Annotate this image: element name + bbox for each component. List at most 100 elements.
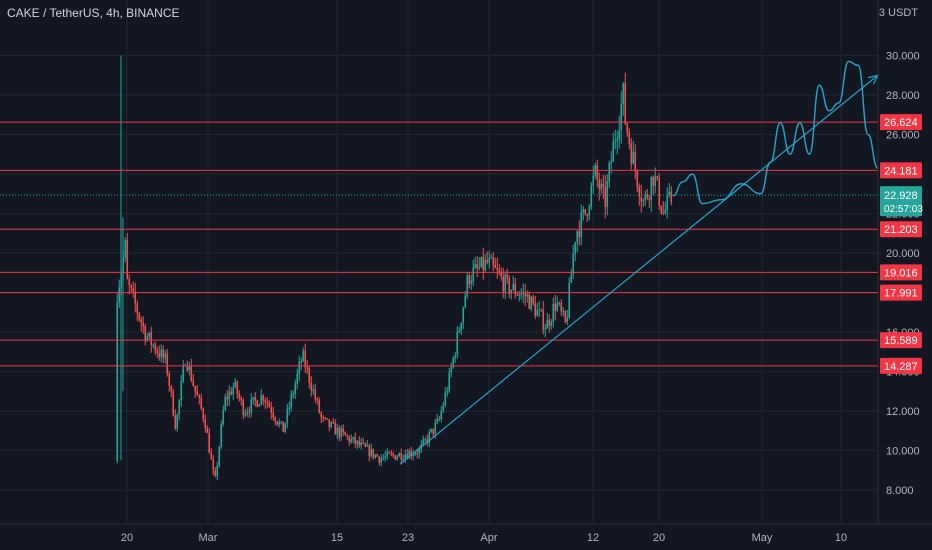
candle-body (178, 399, 181, 415)
candle-body (380, 458, 383, 463)
price-tick-label: 30.000 (886, 51, 920, 63)
price-badges: 26.624 24.181 21.203 19.016 17.991 15.589 14.2… (880, 114, 923, 374)
candle-body (514, 283, 517, 295)
candle-body (670, 191, 673, 202)
candle-body (490, 257, 493, 259)
candle-body (176, 414, 179, 429)
level-badge-label: 21.203 (884, 224, 918, 236)
candle-body (328, 419, 331, 428)
candle-body (126, 240, 129, 280)
candle-body (516, 294, 519, 296)
candle-body (144, 326, 147, 341)
candle-body (274, 417, 277, 422)
currency-unit[interactable]: 3 USDT (878, 7, 918, 19)
candle-body (662, 212, 665, 214)
candle-body (230, 391, 233, 395)
candle-body (234, 381, 237, 387)
candle-body (368, 445, 371, 457)
candle-body (240, 398, 243, 401)
candle-body (502, 276, 505, 292)
candle-body (148, 332, 151, 337)
candle-body (294, 383, 297, 394)
candle-body (424, 439, 427, 441)
candle-body (664, 209, 667, 214)
candle-body (160, 349, 163, 358)
candle-body (384, 456, 387, 458)
countdown-label: 02:57:03 (884, 204, 923, 215)
candle-body (470, 280, 473, 284)
candle-body (560, 302, 563, 312)
candle-body (486, 259, 489, 263)
candle-body (202, 408, 205, 420)
candle-body (248, 411, 251, 413)
candle-body (410, 451, 413, 456)
candle-body (314, 389, 317, 400)
time-tick-label: 12 (587, 532, 599, 544)
candle-body (460, 322, 463, 331)
candle-body (340, 428, 343, 438)
candle-body (536, 310, 539, 317)
candle-body (524, 292, 527, 297)
price-tick-label: 8.000 (886, 485, 914, 497)
candle-body (334, 422, 337, 435)
candle-body (518, 295, 521, 297)
candle-body (342, 428, 345, 432)
candle-body (150, 332, 153, 345)
candle-body (646, 194, 649, 198)
candle-body (128, 279, 131, 286)
time-tick-label: 15 (331, 532, 343, 544)
candle-body (444, 392, 447, 406)
candle-body (208, 432, 211, 453)
candle-body (438, 418, 441, 420)
candle-body (306, 367, 309, 369)
candle-body (220, 424, 223, 447)
candle-body (392, 453, 395, 456)
candle-body (658, 177, 661, 206)
candle-body (136, 303, 139, 314)
candle-body (484, 259, 487, 271)
candle-body (406, 454, 409, 459)
candle-body (132, 288, 135, 292)
candle-body (468, 275, 471, 284)
candle-body (146, 336, 149, 341)
candle-body (324, 417, 327, 419)
level-badge-label: 26.624 (884, 117, 918, 129)
candle-body (266, 401, 269, 404)
candle-body (446, 391, 449, 393)
candle-body (544, 328, 547, 330)
horizontal-levels (0, 121, 878, 367)
candle-body (566, 317, 569, 322)
candle-body (242, 400, 245, 416)
candle-body (498, 270, 501, 274)
time-tick-label: 23 (402, 532, 414, 544)
candle-body (474, 264, 477, 268)
candle-body (488, 258, 491, 263)
candle-body (236, 381, 239, 394)
level-badge-label: 14.287 (884, 361, 918, 373)
candle-body (596, 165, 599, 180)
candle-body (366, 445, 369, 447)
candle-body (508, 277, 511, 294)
candle-body (504, 274, 507, 292)
candle-body (394, 455, 397, 460)
candle-body (398, 453, 401, 457)
candle-body (642, 200, 645, 202)
candle-body (272, 412, 275, 418)
candle-body (216, 465, 219, 476)
candle-body (124, 240, 127, 258)
candle-body (182, 365, 185, 382)
candle-body (254, 397, 257, 401)
candle-body (232, 386, 235, 395)
candle-body (404, 454, 407, 459)
time-tick-label: 10 (835, 532, 847, 544)
candle-body (482, 256, 485, 271)
candle-body (558, 302, 561, 304)
candle-body (374, 454, 377, 458)
candle-body (382, 457, 385, 459)
candle-body (426, 439, 429, 443)
candle-body (538, 309, 541, 311)
candle-body (408, 451, 411, 459)
candle-body (568, 282, 571, 318)
candle-body (528, 294, 531, 309)
